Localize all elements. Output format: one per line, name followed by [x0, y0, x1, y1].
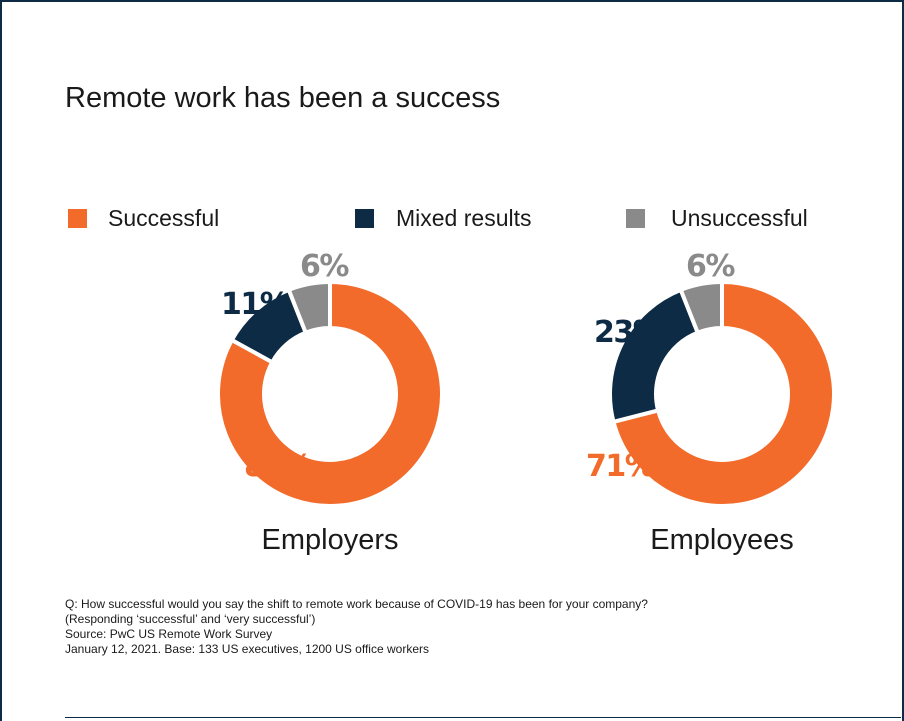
legend-label-mixed-results: Mixed results — [396, 205, 532, 231]
donut-slice-employees-mixed-results — [608, 287, 701, 425]
note-date-base: January 12, 2021. Base: 133 US executive… — [65, 642, 429, 656]
chart-label-employees: Employees — [650, 524, 793, 556]
note-question: Q: How successful would you say the shif… — [65, 597, 648, 611]
chart-label-employers: Employers — [262, 524, 399, 556]
value-label-employees-successful: 71% — [586, 449, 655, 484]
value-label-employers-successful: 83% — [244, 449, 313, 484]
donut-slice-employers-unsuccessful — [286, 279, 332, 336]
value-label-employees-mixed-results: 23% — [594, 315, 663, 350]
donut-slice-employees-unsuccessful — [678, 279, 724, 336]
chart-title: Remote work has been a success — [65, 82, 501, 114]
value-label-employers-unsuccessful: 6% — [300, 249, 349, 284]
note-source: Source: PwC US Remote Work Survey — [65, 627, 273, 641]
legend-label-unsuccessful: Unsuccessful — [671, 205, 808, 231]
note-responding: (Responding ‘successful’ and ‘very succe… — [65, 612, 316, 626]
legend-swatch-unsuccessful — [626, 209, 645, 228]
legend-swatch-mixed-results — [355, 209, 374, 228]
legend-swatch-successful — [68, 209, 87, 228]
donut-slice-employees-successful — [611, 279, 836, 508]
donut-slice-employers-successful — [216, 279, 444, 508]
chart-notes: Q: How successful would you say the shif… — [65, 597, 648, 657]
bottom-rule — [65, 717, 901, 718]
value-label-employers-mixed-results: 11% — [221, 287, 290, 322]
value-label-employees-unsuccessful: 6% — [686, 249, 735, 284]
legend-label-successful: Successful — [108, 205, 220, 231]
